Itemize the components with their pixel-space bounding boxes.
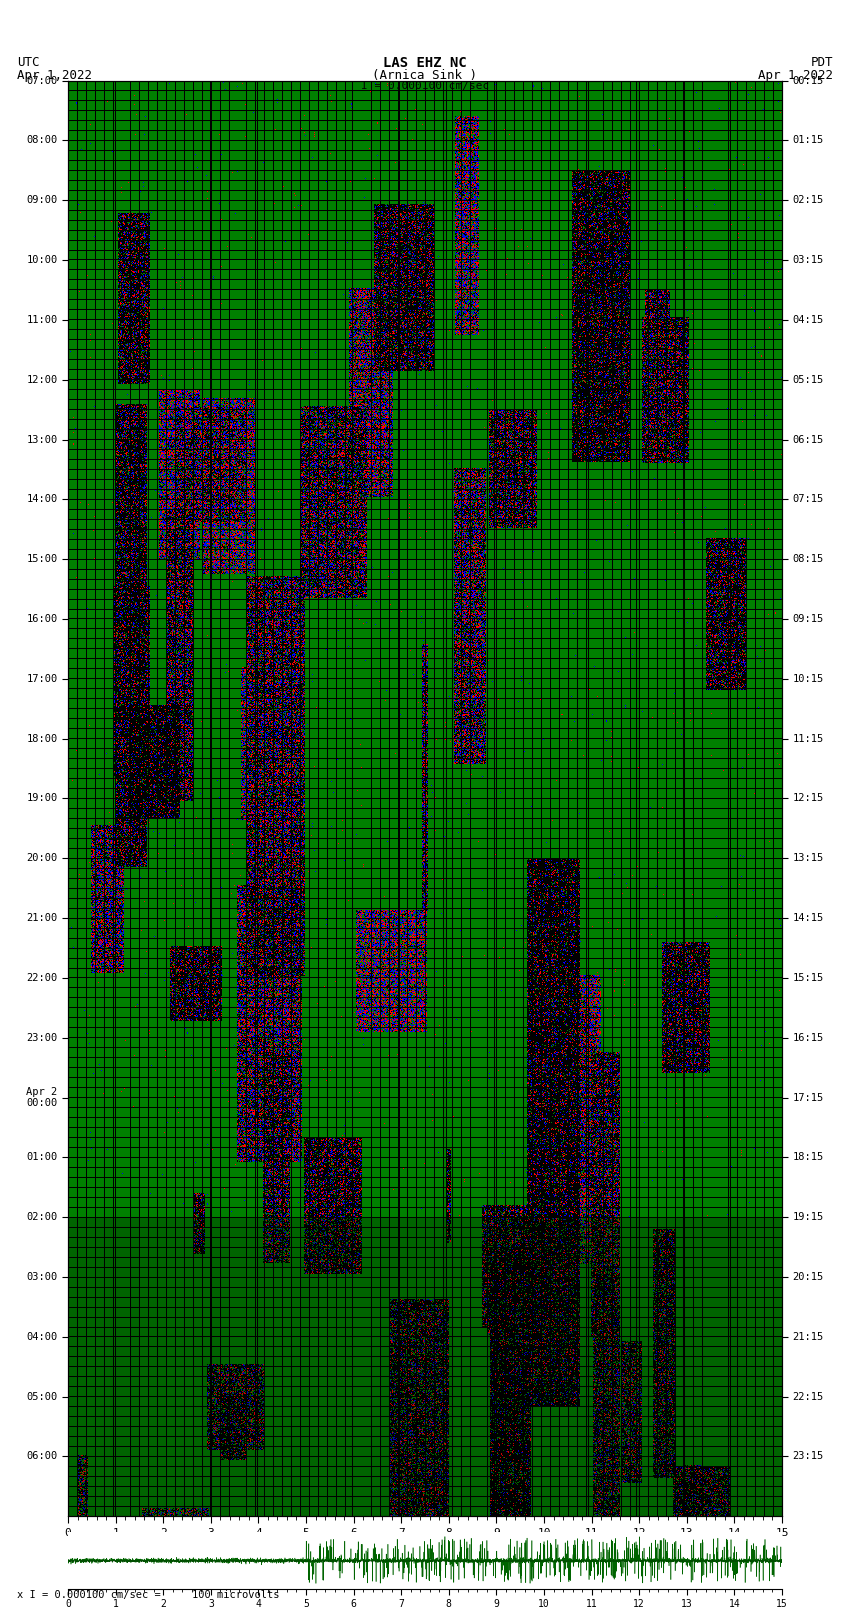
Text: Apr 1,2022: Apr 1,2022 [758, 69, 833, 82]
X-axis label: Time (MINUTES): Time (MINUTES) [372, 1540, 478, 1553]
Text: (Arnica Sink ): (Arnica Sink ) [372, 69, 478, 82]
Text: x I = 0.000100 cm/sec =     100 microvolts: x I = 0.000100 cm/sec = 100 microvolts [17, 1590, 280, 1600]
Text: Apr 1,2022: Apr 1,2022 [17, 69, 92, 82]
Text: I = 0.000100 cm/sec: I = 0.000100 cm/sec [361, 81, 489, 90]
Text: PDT: PDT [811, 56, 833, 69]
Text: LAS EHZ NC: LAS EHZ NC [383, 56, 467, 71]
Text: UTC: UTC [17, 56, 39, 69]
